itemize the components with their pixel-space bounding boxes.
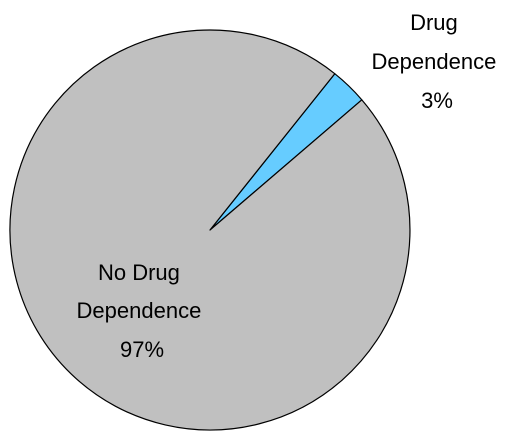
slice-label-line: Drug	[410, 10, 458, 35]
slice-label-value: 97%	[120, 337, 164, 362]
pie-slice-no-drug-dependence	[9, 29, 411, 431]
slice-label-no-drug-dependence: No Drug Dependence 97%	[77, 260, 208, 362]
slice-label-line: Dependence	[77, 298, 202, 323]
slice-label-line: Dependence	[372, 49, 497, 74]
slice-label-value: 3%	[421, 88, 453, 113]
pie-slices	[9, 29, 411, 431]
slice-label-line: No Drug	[98, 260, 180, 285]
slice-label-drug-dependence: Drug Dependence 3%	[372, 10, 503, 113]
